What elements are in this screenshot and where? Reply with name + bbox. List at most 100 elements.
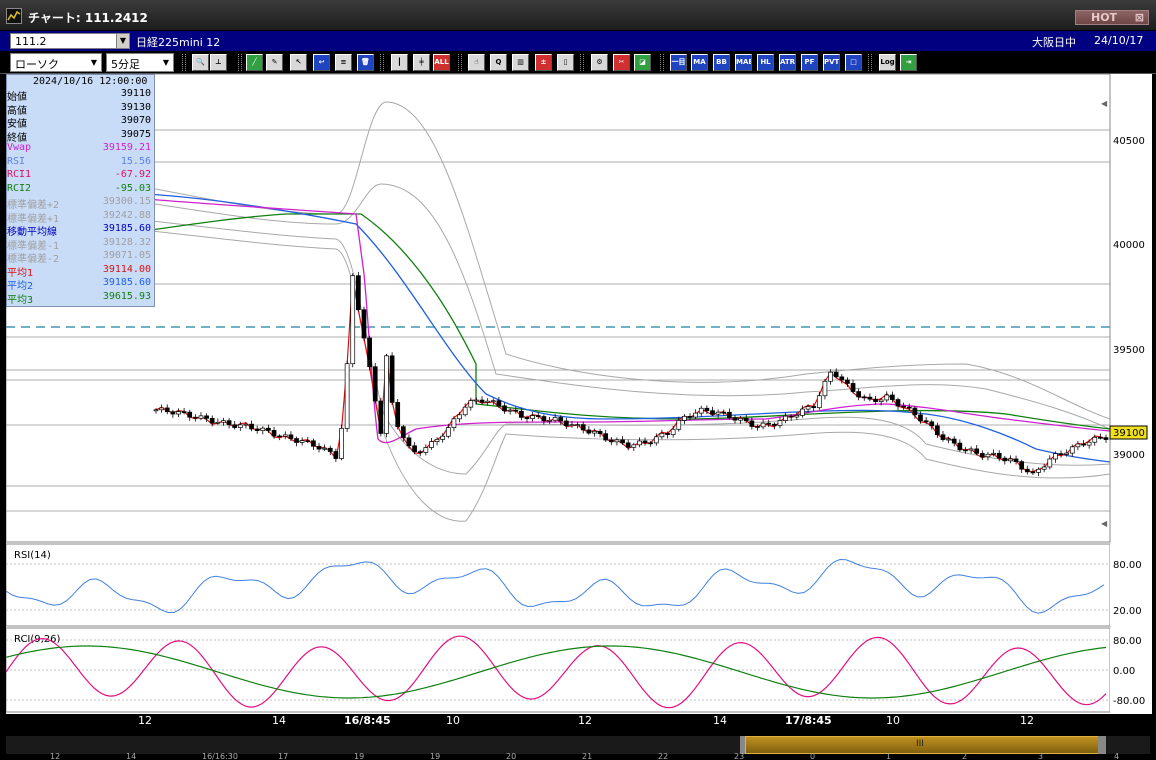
indicator-mae-icon[interactable]: MAE xyxy=(735,54,752,71)
current-price-badge xyxy=(1109,425,1148,440)
candle-body xyxy=(322,447,327,450)
candle-body xyxy=(569,424,575,427)
indicator-atr-icon[interactable]: ATR xyxy=(779,54,796,71)
color-icon[interactable]: ◪ xyxy=(634,54,651,71)
indicator-ma-icon[interactable]: MA xyxy=(691,54,708,71)
window-titlebar: チャート: 111.2412 HOT ⊠ xyxy=(0,0,1156,31)
scroll-right-handle[interactable] xyxy=(1098,736,1106,754)
hot-button[interactable]: HOT ⊠ xyxy=(1075,10,1149,25)
ohlc-row-value: -67.92 xyxy=(114,169,151,180)
scroll-up-icon[interactable]: ◀ xyxy=(1101,99,1108,108)
crosshair-icon[interactable]: ⊥ xyxy=(210,54,227,71)
indicator-pf-icon[interactable]: PF xyxy=(801,54,818,71)
ohlc-row-value: 39075 xyxy=(120,128,151,140)
cursor-icon[interactable]: ↖ xyxy=(290,54,307,71)
rsi-title: RSI(14) xyxy=(14,550,51,561)
ohlc-row-label: 標準偏差-1 xyxy=(7,240,60,252)
candle-body xyxy=(288,434,294,439)
candle-body xyxy=(249,423,254,430)
scroll-down-icon[interactable]: ◀ xyxy=(1101,519,1108,528)
toolbar-separator xyxy=(182,54,186,71)
ohlc-row: RCI2 -95.03 xyxy=(7,183,154,196)
candle-body xyxy=(738,417,743,421)
chevron-down-icon[interactable]: ▼ xyxy=(162,58,170,67)
overview-tick: 21 xyxy=(582,752,593,760)
candle-body xyxy=(1098,436,1103,439)
candle-body xyxy=(996,452,1002,459)
indicator-ichi-icon[interactable]: 一目 xyxy=(670,54,687,71)
ohlc-row: 移動平均線 39185.60 xyxy=(7,223,154,238)
candle-body xyxy=(479,399,485,403)
candle-body xyxy=(417,451,423,454)
x-axis-tick: 12 xyxy=(578,714,592,727)
symbol-code-value: 111.2 xyxy=(15,35,47,48)
candle-body xyxy=(682,415,687,421)
chart-type-select[interactable]: ローソク ▼ xyxy=(10,53,102,72)
candle-body xyxy=(457,414,462,420)
candle-body xyxy=(552,417,558,421)
candle-body xyxy=(237,424,243,428)
indicator-box-icon[interactable]: □ xyxy=(845,54,862,71)
candle-body xyxy=(400,426,406,439)
all-icon[interactable]: ALL xyxy=(433,54,450,71)
candle-body xyxy=(1103,437,1109,440)
chart-area[interactable]: 40500 40000 39500 39000 39100 ◀ ◀ RSI(14… xyxy=(6,74,1152,714)
indicator-pvt-icon[interactable]: PVT xyxy=(823,54,840,71)
time-scrollbar-thumb[interactable]: III xyxy=(745,736,1100,754)
zoom-bar-icon[interactable]: Q xyxy=(490,54,507,71)
candle-body xyxy=(687,415,693,418)
chevron-down-icon[interactable]: ▼ xyxy=(116,34,129,48)
scroll-left-handle[interactable] xyxy=(740,736,748,754)
zoom-icon[interactable]: 🔍 xyxy=(192,54,209,71)
grip-icon[interactable]: III xyxy=(916,739,924,749)
candle-body xyxy=(451,418,457,428)
interval-select[interactable]: 5分足 ▼ xyxy=(106,53,174,72)
overview-tick: 4 xyxy=(1114,752,1120,760)
hand-icon[interactable]: ☝ xyxy=(468,54,485,71)
symbol-code-input[interactable]: 111.2 ▼ xyxy=(10,33,130,49)
export-icon[interactable]: ⇥ xyxy=(900,54,917,71)
candle-body xyxy=(906,406,912,409)
candle-body xyxy=(1002,457,1008,462)
tools-icon[interactable]: ✂ xyxy=(613,54,630,71)
settings-icon[interactable]: ⚙ xyxy=(591,54,608,71)
note-icon[interactable]: ≡ xyxy=(335,54,352,71)
overview-tick: 22 xyxy=(658,752,669,760)
candle-icon[interactable]: ┃ xyxy=(391,54,408,71)
candle-body xyxy=(1036,468,1041,473)
compare-icon[interactable]: ± xyxy=(535,54,552,71)
ohlc-row-label: 高値 xyxy=(7,105,27,117)
time-axis-area: 12 14 16/8:45 10 12 14 17/8:45 10 12 III 12 14 16/… xyxy=(0,714,1156,760)
ohlc-row: 標準偏差-1 39128.32 xyxy=(7,237,154,252)
symbol-name: 日経225mini 12 xyxy=(136,36,221,49)
candle-body xyxy=(873,398,878,403)
chart-type-value: ローソク xyxy=(15,58,59,71)
candle-body xyxy=(221,420,226,423)
chart-canvas[interactable]: 40500 40000 39500 39000 39100 ◀ ◀ RSI(14… xyxy=(6,74,1152,714)
lock-icon[interactable]: ▯ xyxy=(557,54,574,71)
candle-body xyxy=(384,355,389,434)
draw-icon[interactable]: ✎ xyxy=(266,54,283,71)
erase-icon[interactable]: ↩ xyxy=(313,54,330,71)
trash-icon[interactable]: 🗑 xyxy=(357,54,374,71)
overview-tick: 20 xyxy=(506,752,517,760)
bars-icon[interactable]: ▥ xyxy=(512,54,529,71)
indicator-bb-icon[interactable]: BB xyxy=(713,54,730,71)
ohlc-row-value: 15.56 xyxy=(120,155,151,167)
app-chart-icon xyxy=(6,8,22,24)
candle-body xyxy=(541,416,547,422)
chevron-down-icon[interactable]: ▼ xyxy=(90,58,98,67)
candle-body xyxy=(350,275,356,365)
candle-mix-icon[interactable]: ╪ xyxy=(413,54,430,71)
ohlc-row-value: 39242.88 xyxy=(102,209,151,221)
close-icon[interactable]: ⊠ xyxy=(1134,11,1144,24)
toolbar-separator xyxy=(660,54,664,71)
candle-body xyxy=(513,409,519,412)
indicator-hl-icon[interactable]: HL xyxy=(757,54,774,71)
candle-body xyxy=(839,376,845,381)
overview-ticks: 12 14 16/16:30 17 19 19 20 21 22 23 0 1 2 3 4 xyxy=(0,752,1156,760)
candle-body xyxy=(670,428,676,435)
trendline-icon[interactable]: ╱ xyxy=(246,54,263,71)
candle-body xyxy=(575,424,580,426)
log-icon[interactable]: Log xyxy=(879,54,896,71)
